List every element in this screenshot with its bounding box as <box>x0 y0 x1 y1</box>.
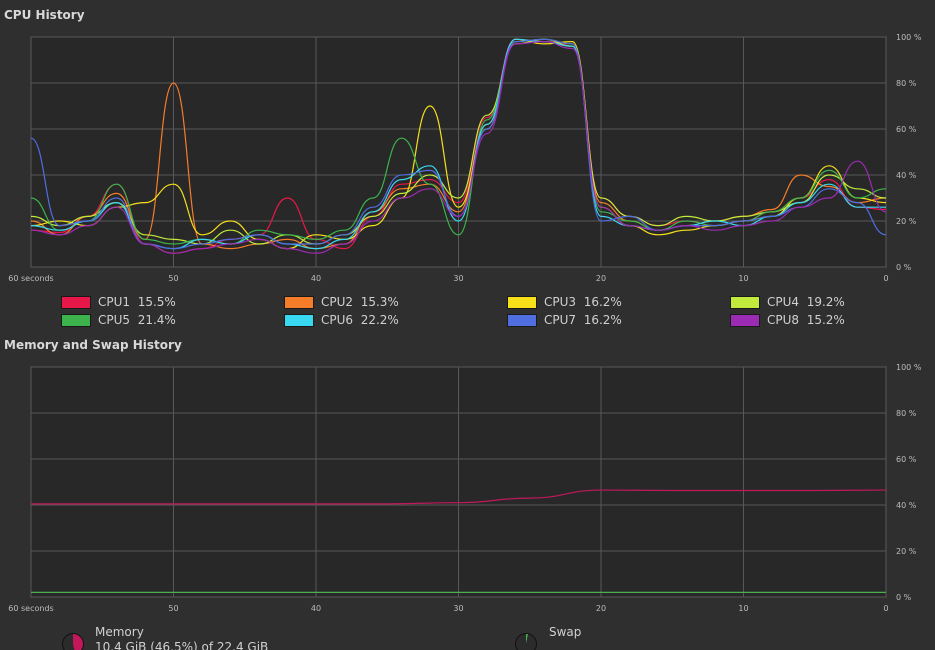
x-tick-label: 60 seconds <box>8 274 53 283</box>
cpu8-value: 15.2% <box>806 313 845 327</box>
x-tick-label: 30 <box>453 274 463 283</box>
x-tick-label: 40 <box>311 604 321 613</box>
memory-history-chart: 60 seconds 50 40 30 20 10 0 100 % 80 % 60 % 40 % 20… <box>8 363 922 613</box>
legend-cpu3[interactable]: CPU3 16.2% <box>507 294 622 310</box>
cpu-history-chart: 60 seconds 50 40 30 20 10 0 100 % 80 % 60 % 40 % 20… <box>8 33 922 283</box>
cpu2-label: CPU2 <box>321 295 354 309</box>
y-tick-label: 40 % <box>896 501 917 510</box>
legend-cpu2[interactable]: CPU2 15.3% <box>284 294 399 310</box>
y-tick-label: 80 % <box>896 409 917 418</box>
cpu6-color-swatch[interactable] <box>284 313 314 327</box>
cpu1-value: 15.5% <box>137 295 176 309</box>
cpu2-color-swatch[interactable] <box>284 295 314 309</box>
memory-detail: 10.4 GiB (46.5%) of 22.4 GiB <box>95 640 269 650</box>
memory-legend: Memory 10.4 GiB (46.5%) of 22.4 GiB Swap <box>0 624 935 650</box>
y-tick-label: 0 % <box>896 593 912 602</box>
x-tick-label: 20 <box>596 604 606 613</box>
cpu1-color-swatch[interactable] <box>61 295 91 309</box>
x-tick-label: 0 <box>883 604 888 613</box>
cpu5-color-swatch[interactable] <box>61 313 91 327</box>
cpu1-label: CPU1 <box>98 295 131 309</box>
y-tick-label: 60 % <box>896 125 917 134</box>
x-tick-label: 10 <box>738 604 748 613</box>
y-tick-label: 100 % <box>896 363 922 372</box>
memory-pie-icon[interactable] <box>62 633 84 650</box>
cpu7-value: 16.2% <box>583 313 622 327</box>
cpu5-label: CPU5 <box>98 313 131 327</box>
cpu-history-title: CPU History <box>4 8 85 22</box>
cpu7-color-swatch[interactable] <box>507 313 537 327</box>
swap-pie-icon[interactable] <box>515 633 537 650</box>
x-tick-label: 50 <box>168 604 178 613</box>
legend-cpu6[interactable]: CPU6 22.2% <box>284 312 399 328</box>
x-tick-label: 20 <box>596 274 606 283</box>
cpu8-label: CPU8 <box>767 313 800 327</box>
cpu3-label: CPU3 <box>544 295 577 309</box>
cpu3-color-swatch[interactable] <box>507 295 537 309</box>
x-tick-label: 50 <box>168 274 178 283</box>
y-tick-label: 0 % <box>896 263 912 272</box>
y-tick-label: 60 % <box>896 455 917 464</box>
x-tick-label: 60 seconds <box>8 604 53 613</box>
memory-label: Memory <box>95 625 144 639</box>
memory-history-title: Memory and Swap History <box>4 338 182 352</box>
cpu6-value: 22.2% <box>360 313 399 327</box>
cpu2-value: 15.3% <box>360 295 399 309</box>
cpu4-label: CPU4 <box>767 295 800 309</box>
x-tick-label: 0 <box>883 274 888 283</box>
cpu8-color-swatch[interactable] <box>730 313 760 327</box>
y-tick-label: 80 % <box>896 79 917 88</box>
cpu3-value: 16.2% <box>583 295 622 309</box>
y-tick-label: 40 % <box>896 171 917 180</box>
y-tick-label: 20 % <box>896 547 917 556</box>
x-tick-label: 30 <box>453 604 463 613</box>
cpu7-label: CPU7 <box>544 313 577 327</box>
legend-cpu8[interactable]: CPU8 15.2% <box>730 312 845 328</box>
cpu4-line <box>30 38 887 245</box>
legend-cpu4[interactable]: CPU4 19.2% <box>730 294 845 310</box>
legend-cpu1[interactable]: CPU1 15.5% <box>61 294 176 310</box>
cpu-legend: CPU1 15.5% CPU2 15.3% CPU3 16.2% CPU4 19… <box>0 294 935 330</box>
memory-line <box>30 489 887 505</box>
cpu8-line <box>30 40 887 254</box>
legend-cpu5[interactable]: CPU5 21.4% <box>61 312 176 328</box>
swap-label: Swap <box>549 625 582 639</box>
legend-cpu7[interactable]: CPU7 16.2% <box>507 312 622 328</box>
cpu4-color-swatch[interactable] <box>730 295 760 309</box>
cpu4-value: 19.2% <box>806 295 845 309</box>
cpu6-label: CPU6 <box>321 313 354 327</box>
x-tick-label: 10 <box>738 274 748 283</box>
y-tick-label: 20 % <box>896 217 917 226</box>
y-tick-label: 100 % <box>896 33 922 42</box>
x-tick-label: 40 <box>311 274 321 283</box>
cpu5-value: 21.4% <box>137 313 176 327</box>
